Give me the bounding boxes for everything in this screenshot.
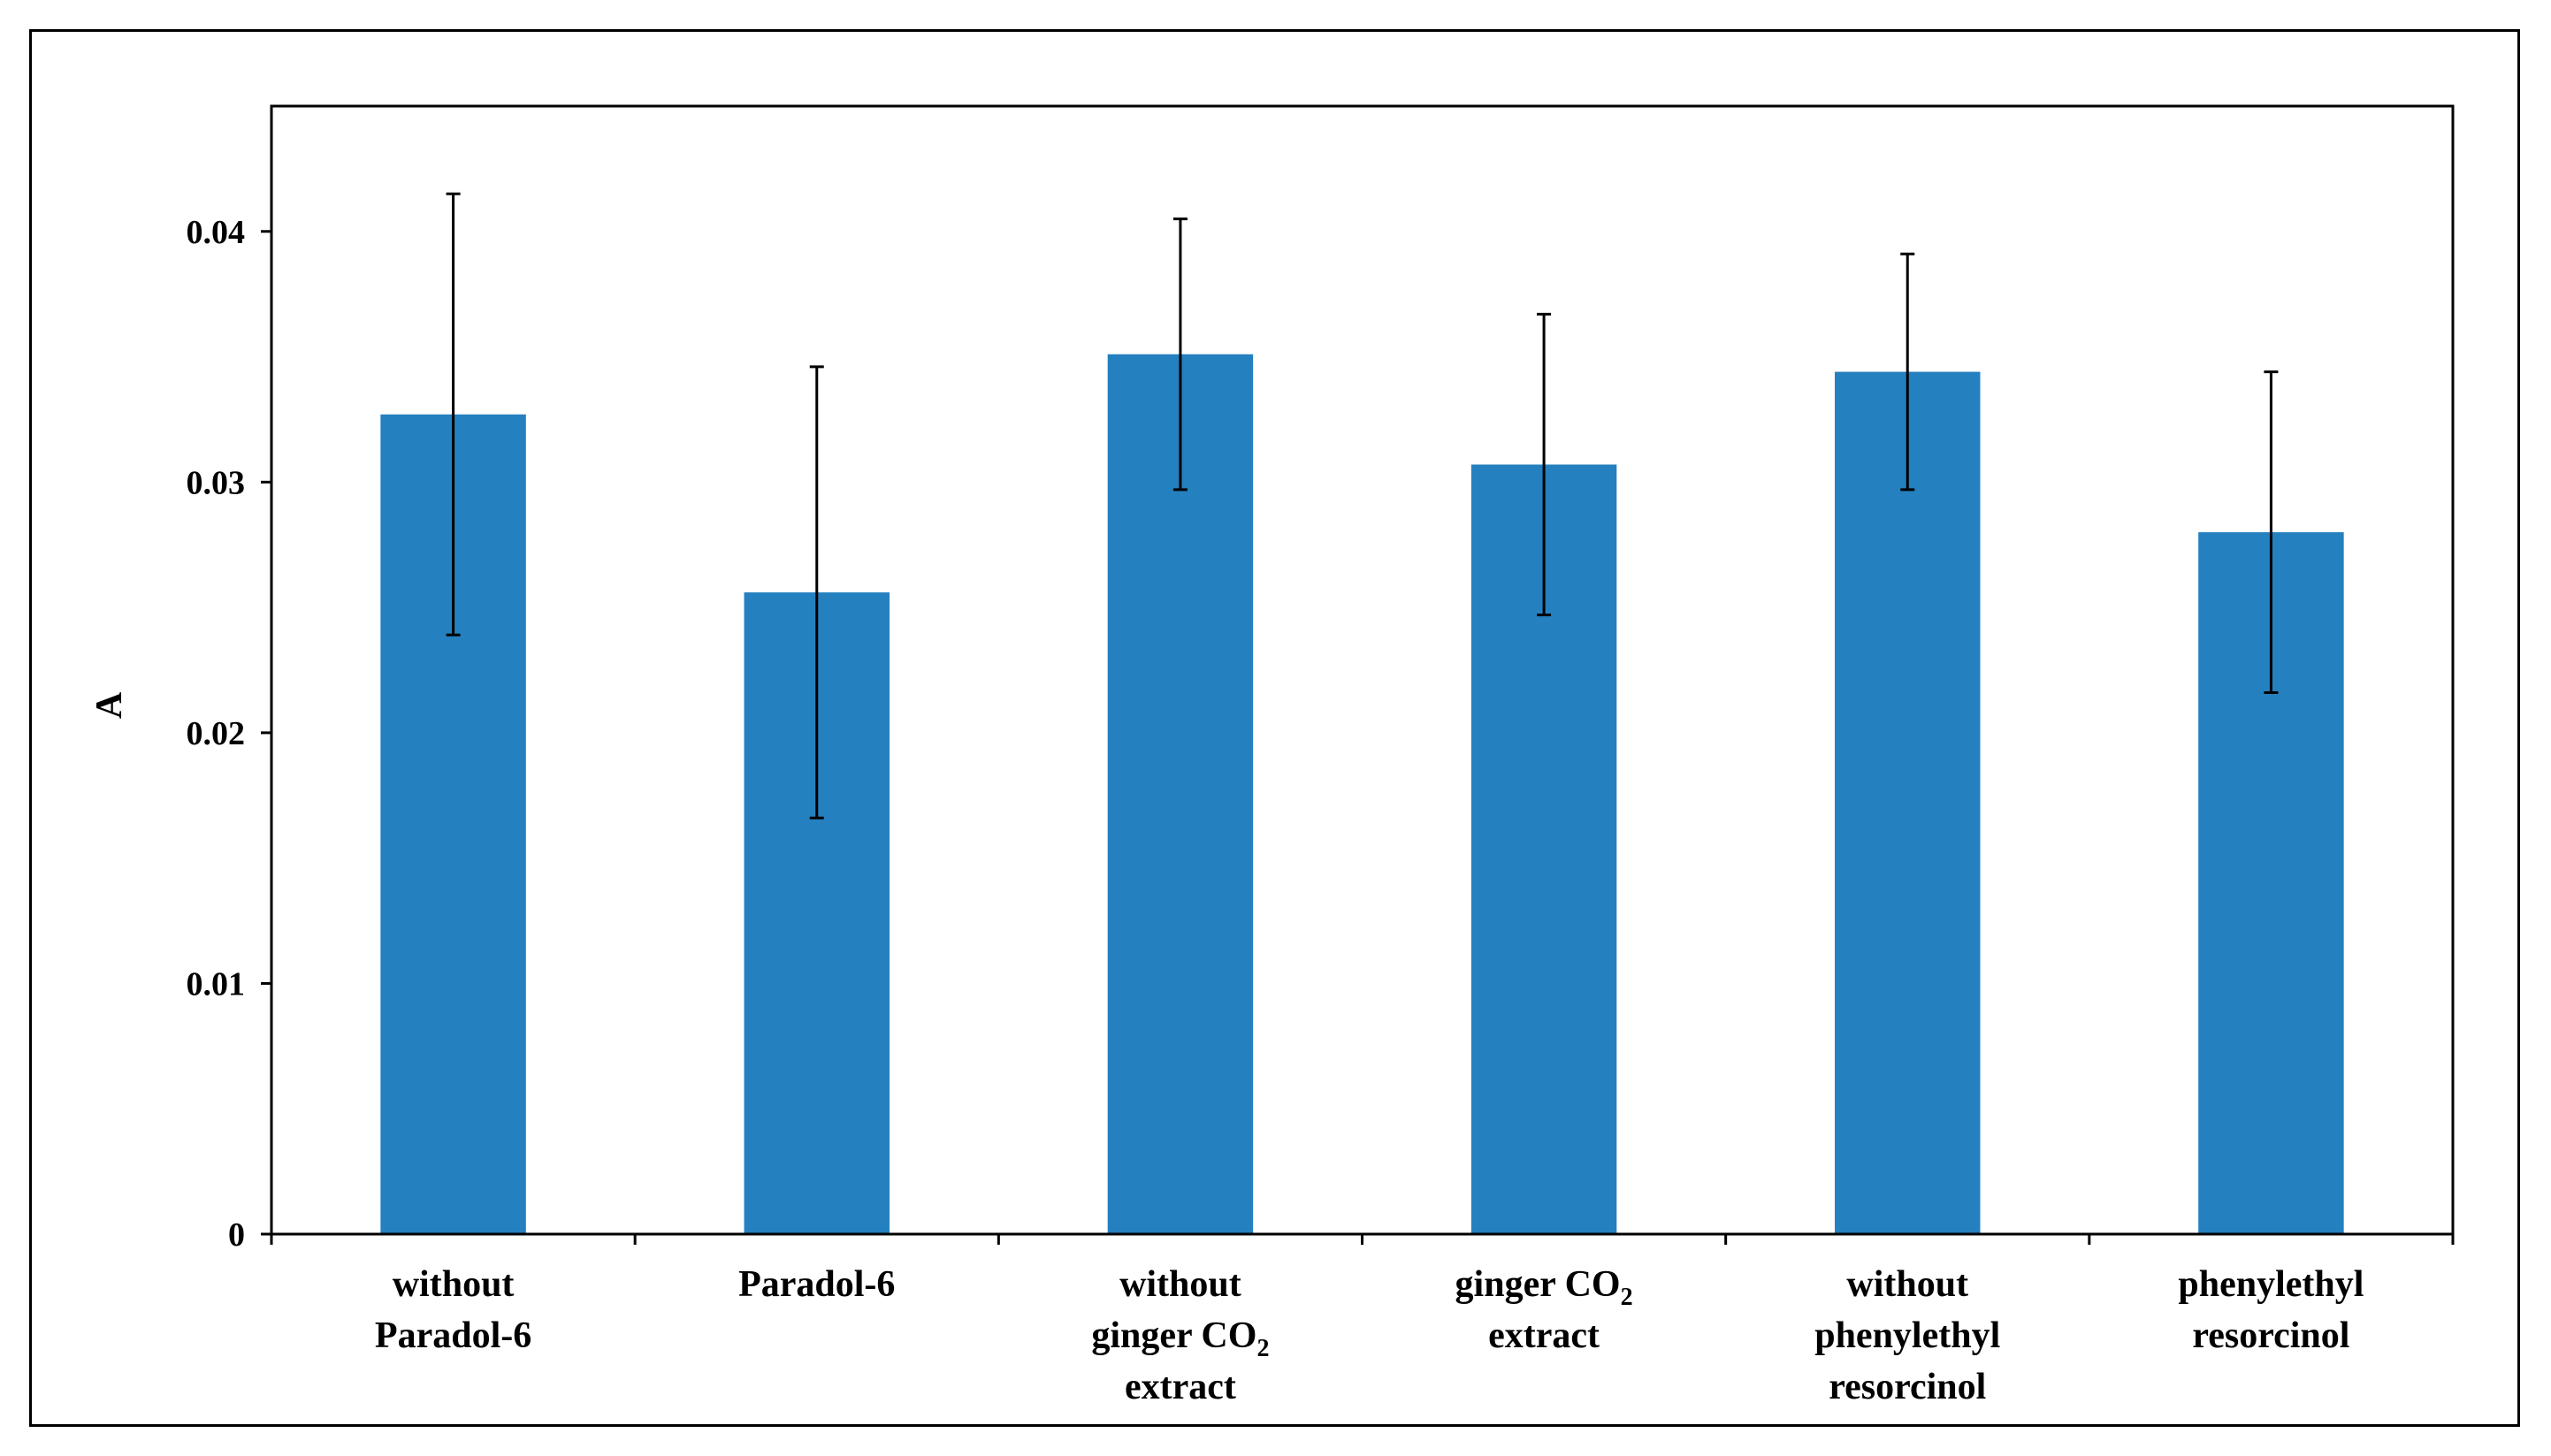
x-tick-label: extract: [1125, 1367, 1236, 1407]
x-tick-label: extract: [1488, 1315, 1600, 1356]
x-tick-label: ginger CO2: [1455, 1264, 1633, 1311]
y-tick-label: 0.03: [187, 464, 246, 501]
x-tick-label: resorcinol: [2192, 1315, 2349, 1356]
y-tick-label: 0.04: [187, 214, 246, 251]
x-tick-label: phenylethyl: [1814, 1315, 2000, 1356]
y-tick-label: 0.01: [187, 965, 246, 1002]
y-axis-label: A: [89, 691, 130, 719]
x-tick-label: ginger CO2: [1091, 1315, 1269, 1362]
plot-area-border: [270, 104, 2455, 1236]
x-tick-label: Paradol-6: [375, 1315, 531, 1356]
x-tick-label: Paradol-6: [738, 1264, 895, 1305]
x-tick-label: without: [393, 1264, 515, 1305]
y-tick-label: 0: [228, 1216, 245, 1254]
bar: [1835, 371, 1981, 1235]
x-tick-label: without: [1119, 1264, 1241, 1305]
y-tick-label: 0.02: [187, 715, 246, 752]
x-tick-label: resorcinol: [1829, 1367, 1986, 1407]
bar: [1107, 354, 1254, 1235]
x-tick-label: phenylethyl: [2178, 1264, 2364, 1305]
x-tick-label: without: [1846, 1264, 1968, 1305]
